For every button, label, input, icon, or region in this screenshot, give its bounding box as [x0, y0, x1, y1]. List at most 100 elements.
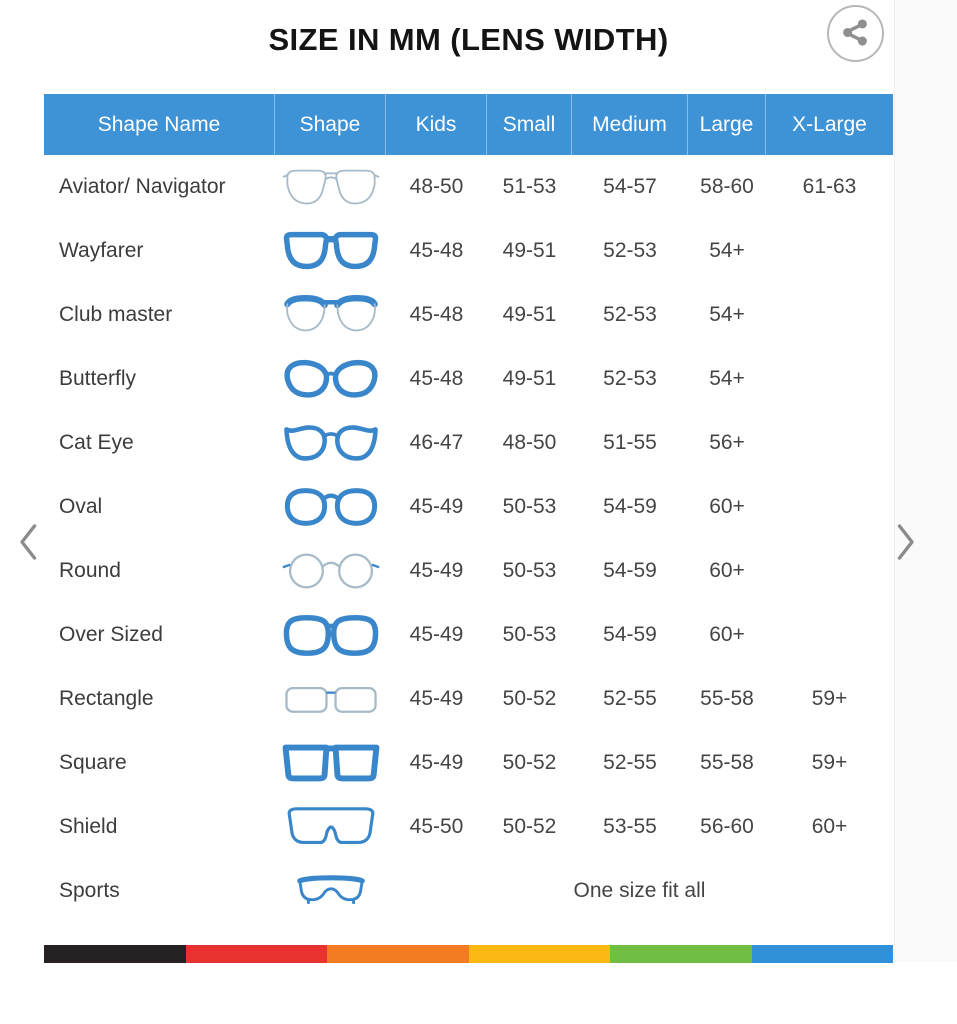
size-medium: 52-53: [603, 239, 657, 262]
column-header-large: Large: [688, 94, 766, 155]
size-small: 49-51: [502, 367, 557, 390]
cateye-glasses-icon: [275, 421, 386, 465]
column-header-x-large: X-Large: [792, 112, 867, 136]
table-row: Over Sized 45-49 50-53 54-59 60+: [44, 603, 893, 667]
color-segment: [185, 945, 327, 963]
shield-glasses-icon: [275, 805, 386, 849]
shape-name: Round: [59, 559, 121, 582]
carousel-next-card-edge: [894, 0, 957, 962]
size-kids: 48-50: [409, 175, 464, 198]
shape-name: Club master: [59, 303, 173, 326]
shape-name: Over Sized: [59, 623, 163, 646]
size-large: 54+: [709, 367, 745, 390]
table-row: Sports One size fit all: [44, 859, 893, 923]
size-small: 49-51: [502, 239, 557, 262]
table-header-row: Shape Name Shape Kids Small Medium Large X-Lar…: [44, 94, 893, 155]
size-large: 60+: [709, 559, 745, 582]
size-medium: 52-55: [603, 687, 657, 710]
round-glasses-icon: [275, 549, 386, 593]
size-small: 50-53: [502, 623, 557, 646]
table-row: Aviator/ Navigator 48-50 51-53 54-57 58-60 6…: [44, 155, 893, 219]
size-kids: 45-49: [409, 751, 464, 774]
table-row: Rectangle 45-49 50-52 52-55 55-58 59+: [44, 667, 893, 731]
size-kids: 45-48: [409, 367, 464, 390]
shape-name: Oval: [59, 495, 103, 518]
size-xlarge: 59+: [811, 687, 848, 710]
one-size-note: One size fit all: [573, 879, 706, 902]
size-medium: 53-55: [603, 815, 657, 838]
size-large: 55-58: [700, 751, 754, 774]
size-medium: 52-53: [603, 303, 657, 326]
table-row: Square 45-49 50-52 52-55 55-58 59+: [44, 731, 893, 795]
shape-name: Shield: [59, 815, 118, 838]
square-glasses-icon: [275, 741, 386, 785]
column-header-kids: Kids: [386, 94, 487, 155]
size-kids: 45-49: [409, 559, 464, 582]
size-xlarge: 59+: [811, 751, 848, 774]
carousel-next-button[interactable]: [891, 521, 921, 565]
table-row: Butterfly 45-48 49-51 52-53 54+: [44, 347, 893, 411]
shape-name: Butterfly: [59, 367, 137, 390]
table-row: Round 45-49 50-53 54-59 60+: [44, 539, 893, 603]
column-header-medium: Medium: [572, 94, 688, 155]
clubmaster-glasses-icon: [275, 293, 386, 337]
size-large: 54+: [709, 239, 745, 262]
shape-name: Sports: [59, 879, 120, 902]
brand-color-bar: [44, 945, 893, 963]
table-body: Aviator/ Navigator 48-50 51-53 54-57 58-60 6…: [44, 155, 893, 923]
size-medium: 54-59: [603, 495, 657, 518]
sports-glasses-icon: [275, 869, 386, 913]
color-segment: [468, 945, 610, 963]
table-row: Cat Eye 46-47 48-50 51-55 56+: [44, 411, 893, 475]
size-medium: 54-57: [603, 175, 657, 198]
size-large: 60+: [709, 495, 745, 518]
shape-name: Cat Eye: [59, 431, 134, 454]
size-medium: 54-59: [603, 559, 657, 582]
rectangle-glasses-icon: [275, 677, 386, 721]
size-small: 50-53: [502, 559, 557, 582]
size-large: 58-60: [700, 175, 754, 198]
chevron-left-icon: [16, 522, 40, 565]
size-medium: 54-59: [603, 623, 657, 646]
table-row: Shield 45-50 50-52 53-55 56-60 60+: [44, 795, 893, 859]
size-kids: 45-49: [409, 687, 464, 710]
share-button[interactable]: [827, 5, 884, 62]
size-large: 56+: [709, 431, 745, 454]
aviator-glasses-icon: [275, 165, 386, 209]
shape-name: Rectangle: [59, 687, 154, 710]
size-small: 50-52: [502, 815, 557, 838]
color-segment: [327, 945, 469, 963]
butterfly-glasses-icon: [275, 357, 386, 401]
size-kids: 45-49: [409, 495, 464, 518]
size-table: Shape Name Shape Kids Small Medium Large X-Lar…: [44, 94, 893, 923]
size-kids: 45-49: [409, 623, 464, 646]
size-large: 54+: [709, 303, 745, 326]
size-kids: 45-48: [409, 239, 464, 262]
size-small: 50-53: [502, 495, 557, 518]
size-xlarge: 61-63: [802, 175, 857, 198]
shape-name: Wayfarer: [59, 239, 144, 262]
share-icon: [839, 16, 872, 52]
table-row: Club master 45-48 49-51 52-53 54+: [44, 283, 893, 347]
shape-name: Aviator/ Navigator: [59, 175, 226, 198]
size-kids: 45-48: [409, 303, 464, 326]
color-segment: [44, 945, 186, 963]
carousel-prev-button[interactable]: [13, 521, 43, 565]
size-xlarge: 60+: [811, 815, 848, 838]
size-small: 50-52: [502, 687, 557, 710]
page-title: SIZE IN MM (LENS WIDTH): [268, 22, 669, 57]
size-small: 51-53: [502, 175, 557, 198]
table-row: Oval 45-49 50-53 54-59 60+: [44, 475, 893, 539]
column-header-small: Small: [487, 94, 572, 155]
chevron-right-icon: [894, 522, 918, 565]
size-medium: 52-55: [603, 751, 657, 774]
size-large: 55-58: [700, 687, 754, 710]
size-kids: 45-50: [409, 815, 464, 838]
size-medium: 52-53: [603, 367, 657, 390]
size-large: 56-60: [700, 815, 754, 838]
size-small: 50-52: [502, 751, 557, 774]
color-segment: [751, 945, 893, 963]
size-large: 60+: [709, 623, 745, 646]
oversized-glasses-icon: [275, 613, 386, 657]
